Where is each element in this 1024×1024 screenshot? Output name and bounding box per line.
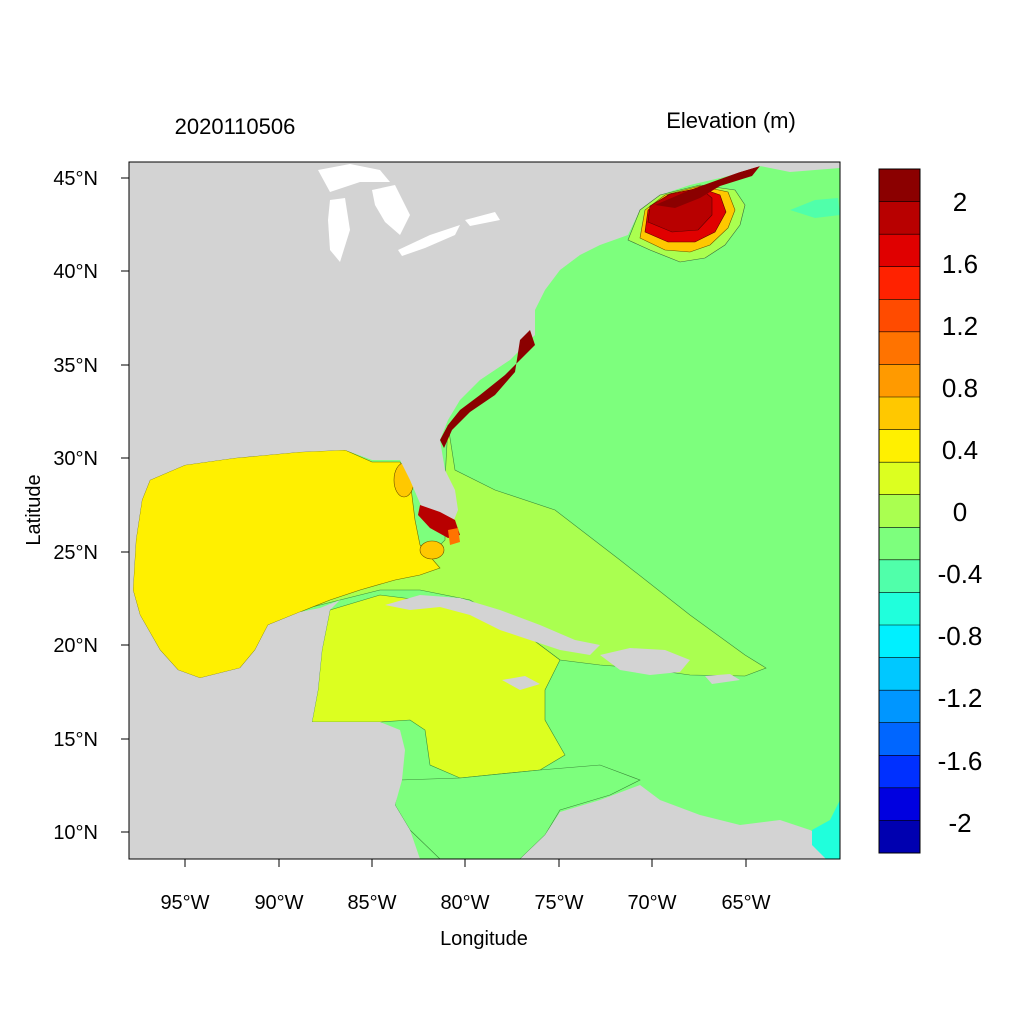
colorbar-bin (879, 625, 920, 659)
colorbar-label: 0.4 (942, 435, 978, 465)
colorbar-label: 2 (953, 187, 967, 217)
colorbar-bin (879, 397, 920, 431)
lon-tick-label: 75°W (534, 892, 583, 914)
jamaica-land (502, 676, 540, 690)
florida-bay-spot (419, 540, 445, 560)
colorbar-bin (879, 299, 920, 333)
colorbar-frame (878, 168, 921, 854)
colorbar-bin (879, 331, 920, 365)
lat-tick-label: 15°N (53, 729, 98, 751)
colorbar (879, 169, 920, 854)
colorbar-bin (879, 429, 920, 463)
colorbar-bin (879, 820, 920, 854)
gulf-of-maine-surge-peak (655, 166, 760, 208)
colorbar-label: -1.6 (938, 746, 983, 776)
lesser-antilles-cyan-region (812, 800, 840, 859)
colorbar-bin (879, 755, 920, 789)
maritime-canada-land (690, 162, 840, 178)
lat-tick-label: 35°N (53, 355, 98, 377)
puerto-rico-land (705, 674, 740, 684)
colorbar-bin (879, 169, 920, 203)
colorbar-bin (879, 657, 920, 691)
lake-ontario (465, 212, 500, 226)
colorbar-bin (879, 494, 920, 528)
colorbar-bin (879, 234, 920, 268)
colorbar-bin (879, 462, 920, 496)
lat-tick-label: 20°N (53, 635, 98, 657)
colorbar-label: 1.2 (942, 311, 978, 341)
lat-tick-label: 30°N (53, 448, 98, 470)
lon-tick-label: 95°W (160, 892, 209, 914)
colorbar-bin (879, 201, 920, 235)
north-america-land (129, 162, 770, 859)
south-america-land (480, 785, 840, 859)
lake-superior (318, 164, 390, 192)
lat-tick-label: 40°N (53, 261, 98, 283)
colorbar-labels: 2 1.6 1.2 0.8 0.4 0 -0.4 -0.8 -1.2 -1.6 … (938, 187, 983, 838)
x-axis-label: Longitude (440, 928, 528, 950)
hispaniola-land (600, 648, 690, 675)
colorbar-label: -1.2 (938, 683, 983, 713)
y-axis-label: Latitude (23, 474, 45, 545)
colorbar-bin (879, 722, 920, 756)
lake-huron (372, 185, 410, 235)
colorbar-bin (879, 787, 920, 821)
variable-label: Elevation (m) (666, 108, 796, 133)
colorbar-bin (879, 690, 920, 724)
lon-tick-label: 65°W (721, 892, 770, 914)
colorbar-label: 0 (953, 497, 967, 527)
lon-tick-label: 90°W (254, 892, 303, 914)
lon-tick-label: 80°W (440, 892, 489, 914)
colorbar-label: 1.6 (942, 249, 978, 279)
lake-erie (398, 225, 460, 256)
lat-tick-label: 25°N (53, 542, 98, 564)
lat-tick-label: 10°N (53, 822, 98, 844)
keys-orange-region (448, 528, 460, 545)
map-panel (129, 162, 840, 859)
colorbar-bin (879, 266, 920, 300)
nova-scotia-cyan-region (790, 198, 840, 218)
lat-tick-label: 45°N (53, 168, 98, 190)
colorbar-label: 0.8 (942, 373, 978, 403)
lon-tick-label: 85°W (347, 892, 396, 914)
lake-michigan (328, 198, 350, 262)
cuba-land (385, 595, 600, 655)
southeast-coast-surge-strip (440, 330, 535, 448)
map-frame (128, 161, 841, 860)
lon-tick-label: 70°W (627, 892, 676, 914)
colorbar-label: -0.4 (938, 559, 983, 589)
colorbar-bin (879, 559, 920, 593)
colorbar-label: -2 (948, 808, 971, 838)
latitude-axis: 45°N 40°N 35°N 30°N 25°N 20°N 15°N 10°N … (23, 168, 129, 844)
date-label: 2020110506 (175, 114, 296, 139)
colorbar-bin (879, 364, 920, 398)
longitude-axis: 95°W 90°W 85°W 80°W 75°W 70°W 65°W Longi… (160, 859, 771, 950)
colorbar-bin (879, 592, 920, 626)
colorbar-label: -0.8 (938, 621, 983, 651)
colorbar-bin (879, 527, 920, 561)
